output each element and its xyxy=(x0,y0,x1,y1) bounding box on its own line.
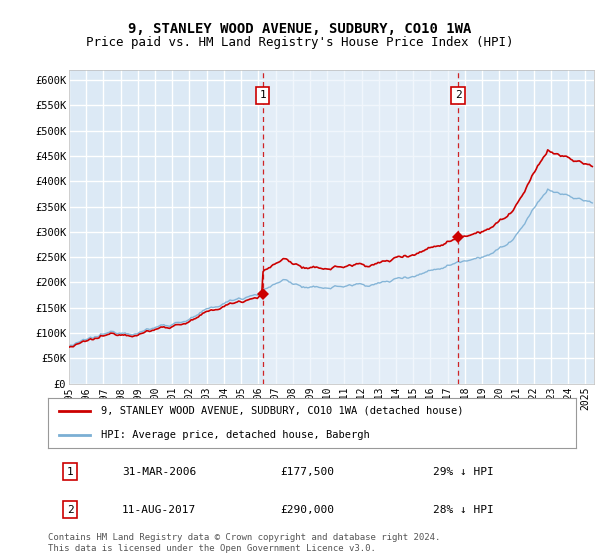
Text: 31-MAR-2006: 31-MAR-2006 xyxy=(122,466,196,477)
Text: HPI: Average price, detached house, Babergh: HPI: Average price, detached house, Babe… xyxy=(101,430,370,440)
Text: £177,500: £177,500 xyxy=(280,466,334,477)
Text: Contains HM Land Registry data © Crown copyright and database right 2024.
This d: Contains HM Land Registry data © Crown c… xyxy=(48,533,440,553)
Bar xyxy=(263,70,458,384)
Text: 1: 1 xyxy=(67,466,74,477)
Text: £290,000: £290,000 xyxy=(280,505,334,515)
Text: 1: 1 xyxy=(259,90,266,100)
Text: Price paid vs. HM Land Registry's House Price Index (HPI): Price paid vs. HM Land Registry's House … xyxy=(86,36,514,49)
Text: 11-AUG-2017: 11-AUG-2017 xyxy=(122,505,196,515)
Text: 2: 2 xyxy=(67,505,74,515)
Text: 9, STANLEY WOOD AVENUE, SUDBURY, CO10 1WA (detached house): 9, STANLEY WOOD AVENUE, SUDBURY, CO10 1W… xyxy=(101,405,463,416)
Text: 2: 2 xyxy=(455,90,461,100)
Text: 29% ↓ HPI: 29% ↓ HPI xyxy=(433,466,494,477)
Text: 9, STANLEY WOOD AVENUE, SUDBURY, CO10 1WA: 9, STANLEY WOOD AVENUE, SUDBURY, CO10 1W… xyxy=(128,22,472,36)
Text: 28% ↓ HPI: 28% ↓ HPI xyxy=(433,505,494,515)
